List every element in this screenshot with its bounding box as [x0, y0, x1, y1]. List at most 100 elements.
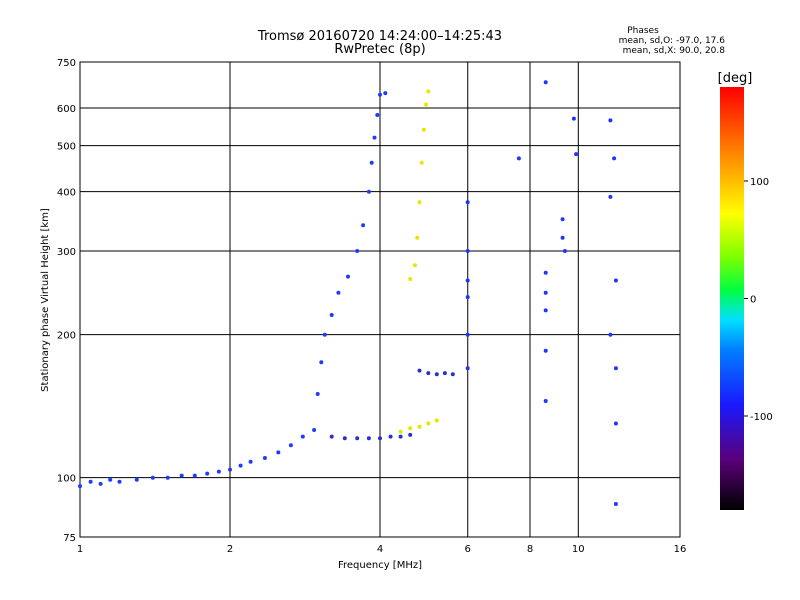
echo-point	[378, 436, 382, 441]
echo-point	[412, 263, 417, 268]
colorbar-ticks: 100 0 -100	[744, 177, 773, 423]
echo-point	[465, 249, 470, 253]
echo-point	[574, 152, 579, 157]
y-tick-label: 75	[63, 533, 76, 544]
echo-point	[543, 270, 548, 275]
colorbar	[720, 87, 744, 510]
echo-point	[608, 194, 613, 199]
echo-point	[205, 471, 210, 476]
echo-point	[450, 372, 455, 377]
echo-point	[276, 450, 281, 455]
echo-point	[465, 278, 470, 283]
echo-point	[543, 399, 548, 403]
echo-point	[417, 200, 422, 205]
echo-point	[355, 436, 360, 441]
x-axis-ticks: 1 2 4 6 8 10 16	[77, 544, 687, 555]
echo-point	[608, 332, 613, 337]
echo-point	[134, 477, 139, 482]
echo-point	[465, 200, 470, 205]
echo-point	[165, 475, 170, 480]
echo-point	[424, 102, 429, 107]
echo-point	[434, 372, 439, 377]
y-tick-label: 100	[57, 474, 76, 485]
echo-point	[571, 116, 576, 121]
colorbar-tick-label: 100	[750, 177, 769, 188]
y-tick-label: 600	[57, 104, 76, 115]
echo-point	[613, 366, 618, 371]
echo-point	[612, 156, 617, 161]
echo-point	[88, 479, 93, 484]
echo-point	[361, 223, 366, 228]
echo-point	[465, 332, 470, 337]
echo-point	[408, 432, 413, 437]
echo-point	[465, 366, 470, 371]
chart-subtitle: RwPretec (8p)	[334, 42, 425, 57]
echo-point	[329, 434, 334, 439]
echo-point	[288, 443, 293, 448]
echo-point	[216, 469, 221, 474]
x-tick-label: 16	[674, 544, 687, 555]
echo-point	[426, 421, 431, 426]
echo-point	[434, 418, 439, 423]
echo-point	[117, 479, 122, 484]
echo-point	[329, 313, 334, 317]
echo-point	[355, 249, 360, 253]
echo-point	[375, 113, 380, 117]
echo-point	[560, 235, 565, 240]
echo-point	[398, 434, 403, 439]
echo-point	[543, 80, 548, 85]
echo-point	[108, 477, 113, 482]
echo-point	[342, 436, 347, 441]
echo-point	[417, 424, 422, 429]
echo-point	[388, 434, 393, 439]
x-tick-label: 10	[572, 544, 585, 555]
echo-point	[336, 290, 341, 295]
colorbar-tick-label: 0	[750, 295, 756, 306]
echo-point	[300, 434, 305, 439]
echo-point	[312, 428, 317, 432]
y-tick-label: 400	[57, 188, 76, 199]
echo-point	[315, 392, 320, 396]
x-tick-label: 1	[77, 544, 83, 555]
echo-point	[560, 217, 565, 222]
echo-point	[613, 421, 618, 426]
echo-point	[415, 235, 420, 240]
echo-points	[78, 80, 618, 506]
chart-title: Tromsø 20160720 14:24:00–14:25:43	[257, 29, 502, 44]
colorbar-tick-label: -100	[750, 412, 773, 423]
echo-point	[322, 332, 327, 337]
echo-point	[442, 371, 447, 376]
phases-mean-x: mean, sd,X: 90.0, 20.8	[623, 46, 726, 56]
y-tick-label: 500	[57, 142, 76, 153]
y-tick-label: 750	[57, 58, 76, 69]
echo-point	[378, 92, 382, 97]
echo-point	[417, 368, 422, 373]
echo-point	[346, 274, 350, 279]
phases-title: Phases	[627, 26, 659, 36]
echo-point	[369, 160, 374, 165]
grid-lines	[80, 62, 680, 537]
y-tick-label: 200	[57, 331, 76, 342]
echo-point	[613, 502, 618, 506]
echo-point	[319, 360, 324, 365]
echo-point	[543, 290, 548, 295]
echo-point	[366, 436, 371, 441]
echo-point	[398, 429, 403, 434]
echo-point	[516, 156, 521, 161]
echo-point	[408, 426, 413, 431]
y-tick-label: 300	[57, 247, 76, 258]
echo-point	[238, 463, 243, 468]
echo-point	[562, 249, 567, 253]
echo-point	[426, 89, 431, 94]
colorbar-label: [deg]	[718, 71, 753, 86]
x-tick-label: 6	[465, 544, 471, 555]
echo-point	[613, 278, 618, 283]
echo-point	[419, 160, 424, 165]
echo-point	[248, 459, 253, 464]
echo-point	[543, 308, 548, 313]
echo-point	[179, 473, 184, 478]
x-tick-label: 4	[377, 544, 383, 555]
x-tick-label: 2	[227, 544, 233, 555]
phases-mean-o: mean, sd,O: -97.0, 17.6	[619, 36, 726, 46]
